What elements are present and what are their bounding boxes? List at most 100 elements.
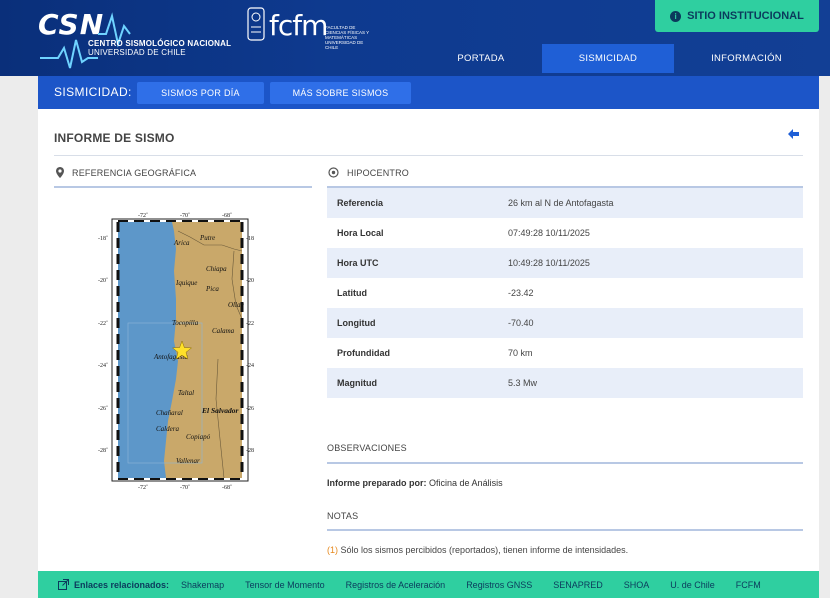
sismicidad-subnav: SISMICIDAD: SISMOS POR DÍA MÁS SOBRE SIS…	[38, 76, 819, 109]
table-row: Longitud -70.40	[327, 308, 803, 338]
table-row: Hora Local 07:49:28 10/11/2025	[327, 218, 803, 248]
link-tensor-de-momento[interactable]: Tensor de Momento	[245, 579, 325, 590]
lon-tick-top-2: -70˚	[180, 212, 190, 219]
prepared-by-label: Informe preparado por:	[327, 478, 427, 488]
table-row: Referencia 26 km al N de Antofagasta	[327, 188, 803, 218]
university-seal-icon	[247, 7, 265, 41]
link-senapred[interactable]: SENAPRED	[553, 579, 603, 590]
main-nav: PORTADA SISMICIDAD INFORMACIÓN	[420, 44, 819, 73]
row-value: -70.40	[508, 318, 534, 328]
row-value: -23.42	[508, 288, 534, 298]
geo-reference-label: REFERENCIA GEOGRÁFICA	[72, 167, 197, 178]
epicenter-map[interactable]: -72˚ -70˚ -68˚ -72˚ -70˚ -68˚ -18˚ -20˚ …	[94, 209, 256, 494]
hypocenter-heading: HIPOCENTRO	[328, 167, 409, 178]
lon-tick-top-1: -72˚	[138, 212, 148, 219]
geo-divider	[54, 186, 312, 188]
subnav-label: SISMICIDAD:	[54, 85, 132, 99]
report-panel: INFORME DE SISMO REFERENCIA GEOGRÁFICA	[38, 109, 819, 571]
row-key: Profundidad	[337, 348, 390, 358]
link-shoa[interactable]: SHOA	[623, 579, 650, 590]
link-u-de-chile[interactable]: U. de Chile	[670, 579, 715, 590]
place-vallenar: Vallenar	[176, 457, 200, 465]
link-shakemap[interactable]: Shakemap	[181, 579, 225, 590]
hypocenter-divider	[327, 186, 803, 188]
place-caldera: Caldera	[156, 425, 179, 433]
row-key: Latitud	[337, 288, 367, 298]
site-header: CSN CENTRO SISMOLÓGICO NACIONAL UNIVERSI…	[0, 0, 830, 76]
logo-line1: CENTRO SISMOLÓGICO NACIONAL	[88, 39, 232, 48]
observations-divider	[327, 462, 803, 464]
lat-tick-left-5: -26˚	[98, 405, 108, 412]
lat-tick-left-2: -20˚	[98, 277, 108, 284]
row-value: 26 km al N de Antofagasta	[508, 198, 614, 208]
sismos-por-dia-button[interactable]: SISMOS POR DÍA	[137, 82, 264, 104]
epicenter-star-icon	[171, 340, 193, 360]
title-divider	[54, 155, 803, 156]
place-antofagasta: Antofagasta	[153, 353, 188, 361]
note-item: (1) Sólo los sismos percibidos (reportad…	[327, 545, 628, 555]
row-value: 5.3 Mw	[508, 378, 538, 388]
link-registros-gnss[interactable]: Registros GNSS	[466, 579, 533, 590]
lat-tick-left-4: -24˚	[98, 362, 108, 369]
related-links-bar: Enlaces relacionados: Shakemap Tensor de…	[38, 571, 819, 598]
link-registros-de-aceleracion[interactable]: Registros de Aceleración	[345, 579, 446, 590]
place-iquique: Iquique	[175, 279, 197, 287]
map-land	[164, 222, 242, 478]
row-value: 70 km	[508, 348, 533, 358]
nav-sismicidad[interactable]: SISMICIDAD	[542, 44, 674, 73]
prepared-by: Informe preparado por: Oficina de Anális…	[327, 478, 503, 488]
prepared-by-value: Oficina de Análisis	[429, 478, 503, 488]
fcfm-logo[interactable]: fcfm FACULTAD DE CIENCIAS FÍSICAS Y MATE…	[245, 5, 375, 50]
lat-tick-right-3: -22˚	[246, 320, 254, 327]
institutional-site-button[interactable]: i SITIO INSTITUCIONAL	[655, 0, 819, 32]
logo-text: CSN	[38, 8, 105, 41]
lon-tick-bottom-2: -70˚	[180, 484, 190, 491]
nav-informacion[interactable]: INFORMACIÓN	[711, 53, 782, 64]
nav-portada[interactable]: PORTADA	[457, 53, 505, 64]
back-arrow-icon[interactable]	[788, 127, 799, 142]
table-row: Latitud -23.42	[327, 278, 803, 308]
info-icon: i	[670, 10, 682, 22]
place-putre: Putre	[199, 234, 215, 242]
row-value: 07:49:28 10/11/2025	[508, 228, 590, 238]
table-row: Hora UTC 10:49:28 10/11/2025	[327, 248, 803, 278]
row-value: 10:49:28 10/11/2025	[508, 258, 590, 268]
lon-tick-top-3: -68˚	[222, 212, 232, 219]
place-chanaral: Chañaral	[156, 409, 183, 417]
fcfm-wordmark: fcfm	[269, 9, 328, 42]
place-el-salvador: El Salvador	[201, 406, 239, 415]
hypocenter-label: HIPOCENTRO	[347, 167, 410, 178]
csn-logo[interactable]: CSN CENTRO SISMOLÓGICO NACIONAL UNIVERSI…	[38, 8, 233, 69]
lat-tick-right-4: -24˚	[246, 362, 254, 369]
institutional-site-label: SITIO INSTITUCIONAL	[687, 10, 804, 22]
table-row: Profundidad 70 km	[327, 338, 803, 368]
external-link-icon	[58, 579, 69, 590]
table-row: Magnitud 5.3 Mw	[327, 368, 803, 398]
observations-heading: OBSERVACIONES	[327, 443, 407, 453]
lat-tick-right-6: -28˚	[246, 447, 254, 454]
place-arica: Arica	[173, 239, 190, 247]
place-taltal: Taltal	[178, 389, 194, 397]
related-links-label: Enlaces relacionados:	[74, 579, 170, 590]
place-tocopilla: Tocopilla	[172, 319, 199, 327]
place-chiapa: Chiapa	[206, 265, 227, 273]
place-ollag: Ollag	[228, 301, 244, 309]
fcfm-subtitle: FACULTAD DE CIENCIAS FÍSICAS Y MATEMÁTIC…	[325, 25, 370, 50]
hypocenter-table: Referencia 26 km al N de Antofagasta Hor…	[327, 188, 803, 398]
target-icon	[328, 167, 339, 178]
note-text: Sólo los sismos percibidos (reportados),…	[340, 545, 629, 555]
note-number: (1)	[327, 545, 338, 555]
place-calama: Calama	[212, 327, 235, 335]
lat-tick-right-5: -26˚	[246, 405, 254, 412]
notes-divider	[327, 529, 803, 531]
link-fcfm[interactable]: FCFM	[735, 579, 761, 590]
mas-sobre-sismos-button[interactable]: MÁS SOBRE SISMOS	[270, 82, 411, 104]
page-title: INFORME DE SISMO	[54, 131, 175, 145]
geo-reference-heading: REFERENCIA GEOGRÁFICA	[56, 167, 196, 178]
lat-tick-right-1: -18˚	[246, 235, 254, 242]
lon-tick-bottom-3: -68˚	[222, 484, 232, 491]
lat-tick-left-3: -22˚	[98, 320, 108, 327]
row-key: Hora Local	[337, 228, 384, 238]
place-pica: Pica	[205, 285, 219, 293]
lon-tick-bottom-1: -72˚	[138, 484, 148, 491]
